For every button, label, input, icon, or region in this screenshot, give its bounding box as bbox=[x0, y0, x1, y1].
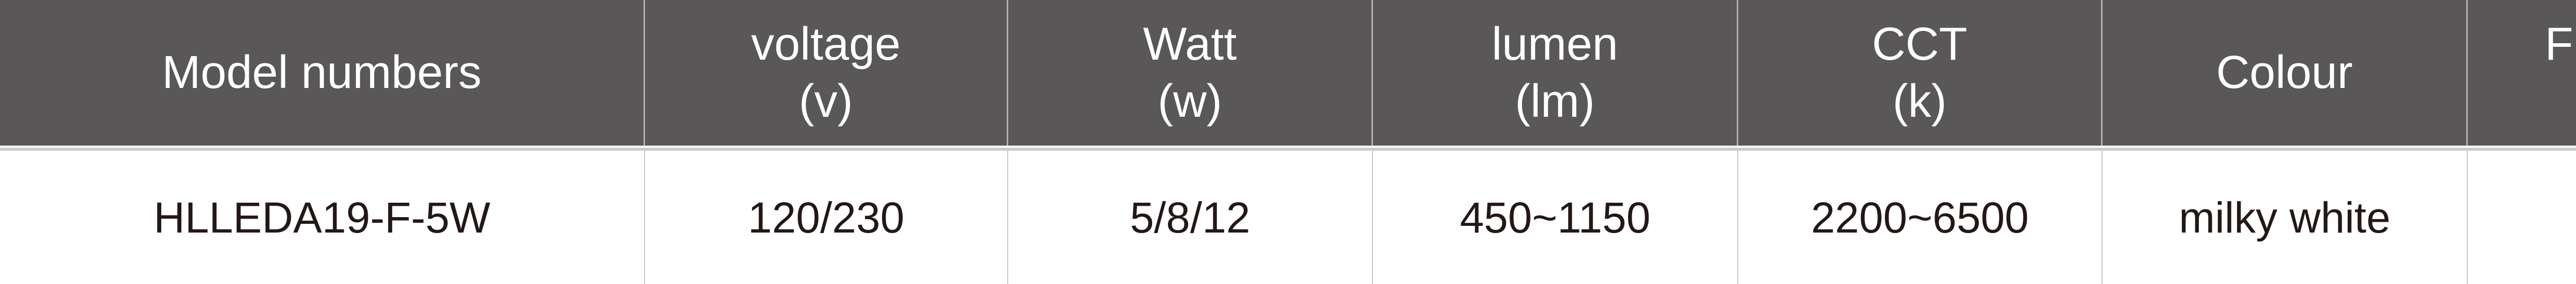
header-line: Watt bbox=[1143, 18, 1237, 70]
cct-value: 2200~6500 bbox=[1811, 193, 2029, 242]
table-data-row: HLLEDA19-F-5W 120/230 5/8/12 450~1150 22… bbox=[0, 151, 2576, 284]
watt-value: 5/8/12 bbox=[1130, 193, 1250, 242]
lumen-value: 450~1150 bbox=[1460, 193, 1651, 242]
header-line: lumen bbox=[1492, 18, 1618, 70]
header-cell-lumen: lumen (lm) bbox=[1373, 0, 1738, 146]
cell-cct: 2200~6500 bbox=[1738, 151, 2103, 284]
cell-lumen: 450~1150 bbox=[1373, 151, 1738, 284]
header-cell-watt: Watt (w) bbox=[1008, 0, 1373, 146]
table-header-row: Model numbers voltage (v) Watt (w) lumen… bbox=[0, 0, 2576, 146]
header-line: (v) bbox=[799, 75, 853, 127]
header-cell-voltage: voltage (v) bbox=[645, 0, 1008, 146]
cell-filaments-count: 4 bbox=[2468, 151, 2576, 284]
cell-model-number: HLLEDA19-F-5W bbox=[0, 151, 645, 284]
header-cell-model-numbers: Model numbers bbox=[0, 0, 645, 146]
header-line: Filaments bbox=[2545, 18, 2576, 70]
cell-voltage: 120/230 bbox=[645, 151, 1008, 284]
header-line: voltage bbox=[751, 18, 901, 70]
header-line: CCT bbox=[1872, 18, 1968, 70]
header-body-gap bbox=[0, 146, 2576, 148]
header-line: Colour bbox=[2216, 47, 2353, 98]
header-body-separator bbox=[0, 148, 2576, 151]
header-cell-colour: Colour bbox=[2103, 0, 2468, 146]
cell-watt: 5/8/12 bbox=[1008, 151, 1373, 284]
colour-value: milky white bbox=[2179, 193, 2391, 242]
header-line: (k) bbox=[1892, 75, 1947, 127]
header-line: Model numbers bbox=[162, 47, 482, 98]
header-cell-cct: CCT (k) bbox=[1738, 0, 2103, 146]
voltage-value: 120/230 bbox=[748, 193, 905, 242]
cell-colour: milky white bbox=[2103, 151, 2468, 284]
header-line: (w) bbox=[1158, 75, 1222, 127]
header-cell-filaments-count: Filaments Count bbox=[2468, 0, 2576, 146]
model-number-value: HLLEDA19-F-5W bbox=[154, 193, 490, 242]
header-line: (lm) bbox=[1515, 75, 1595, 127]
